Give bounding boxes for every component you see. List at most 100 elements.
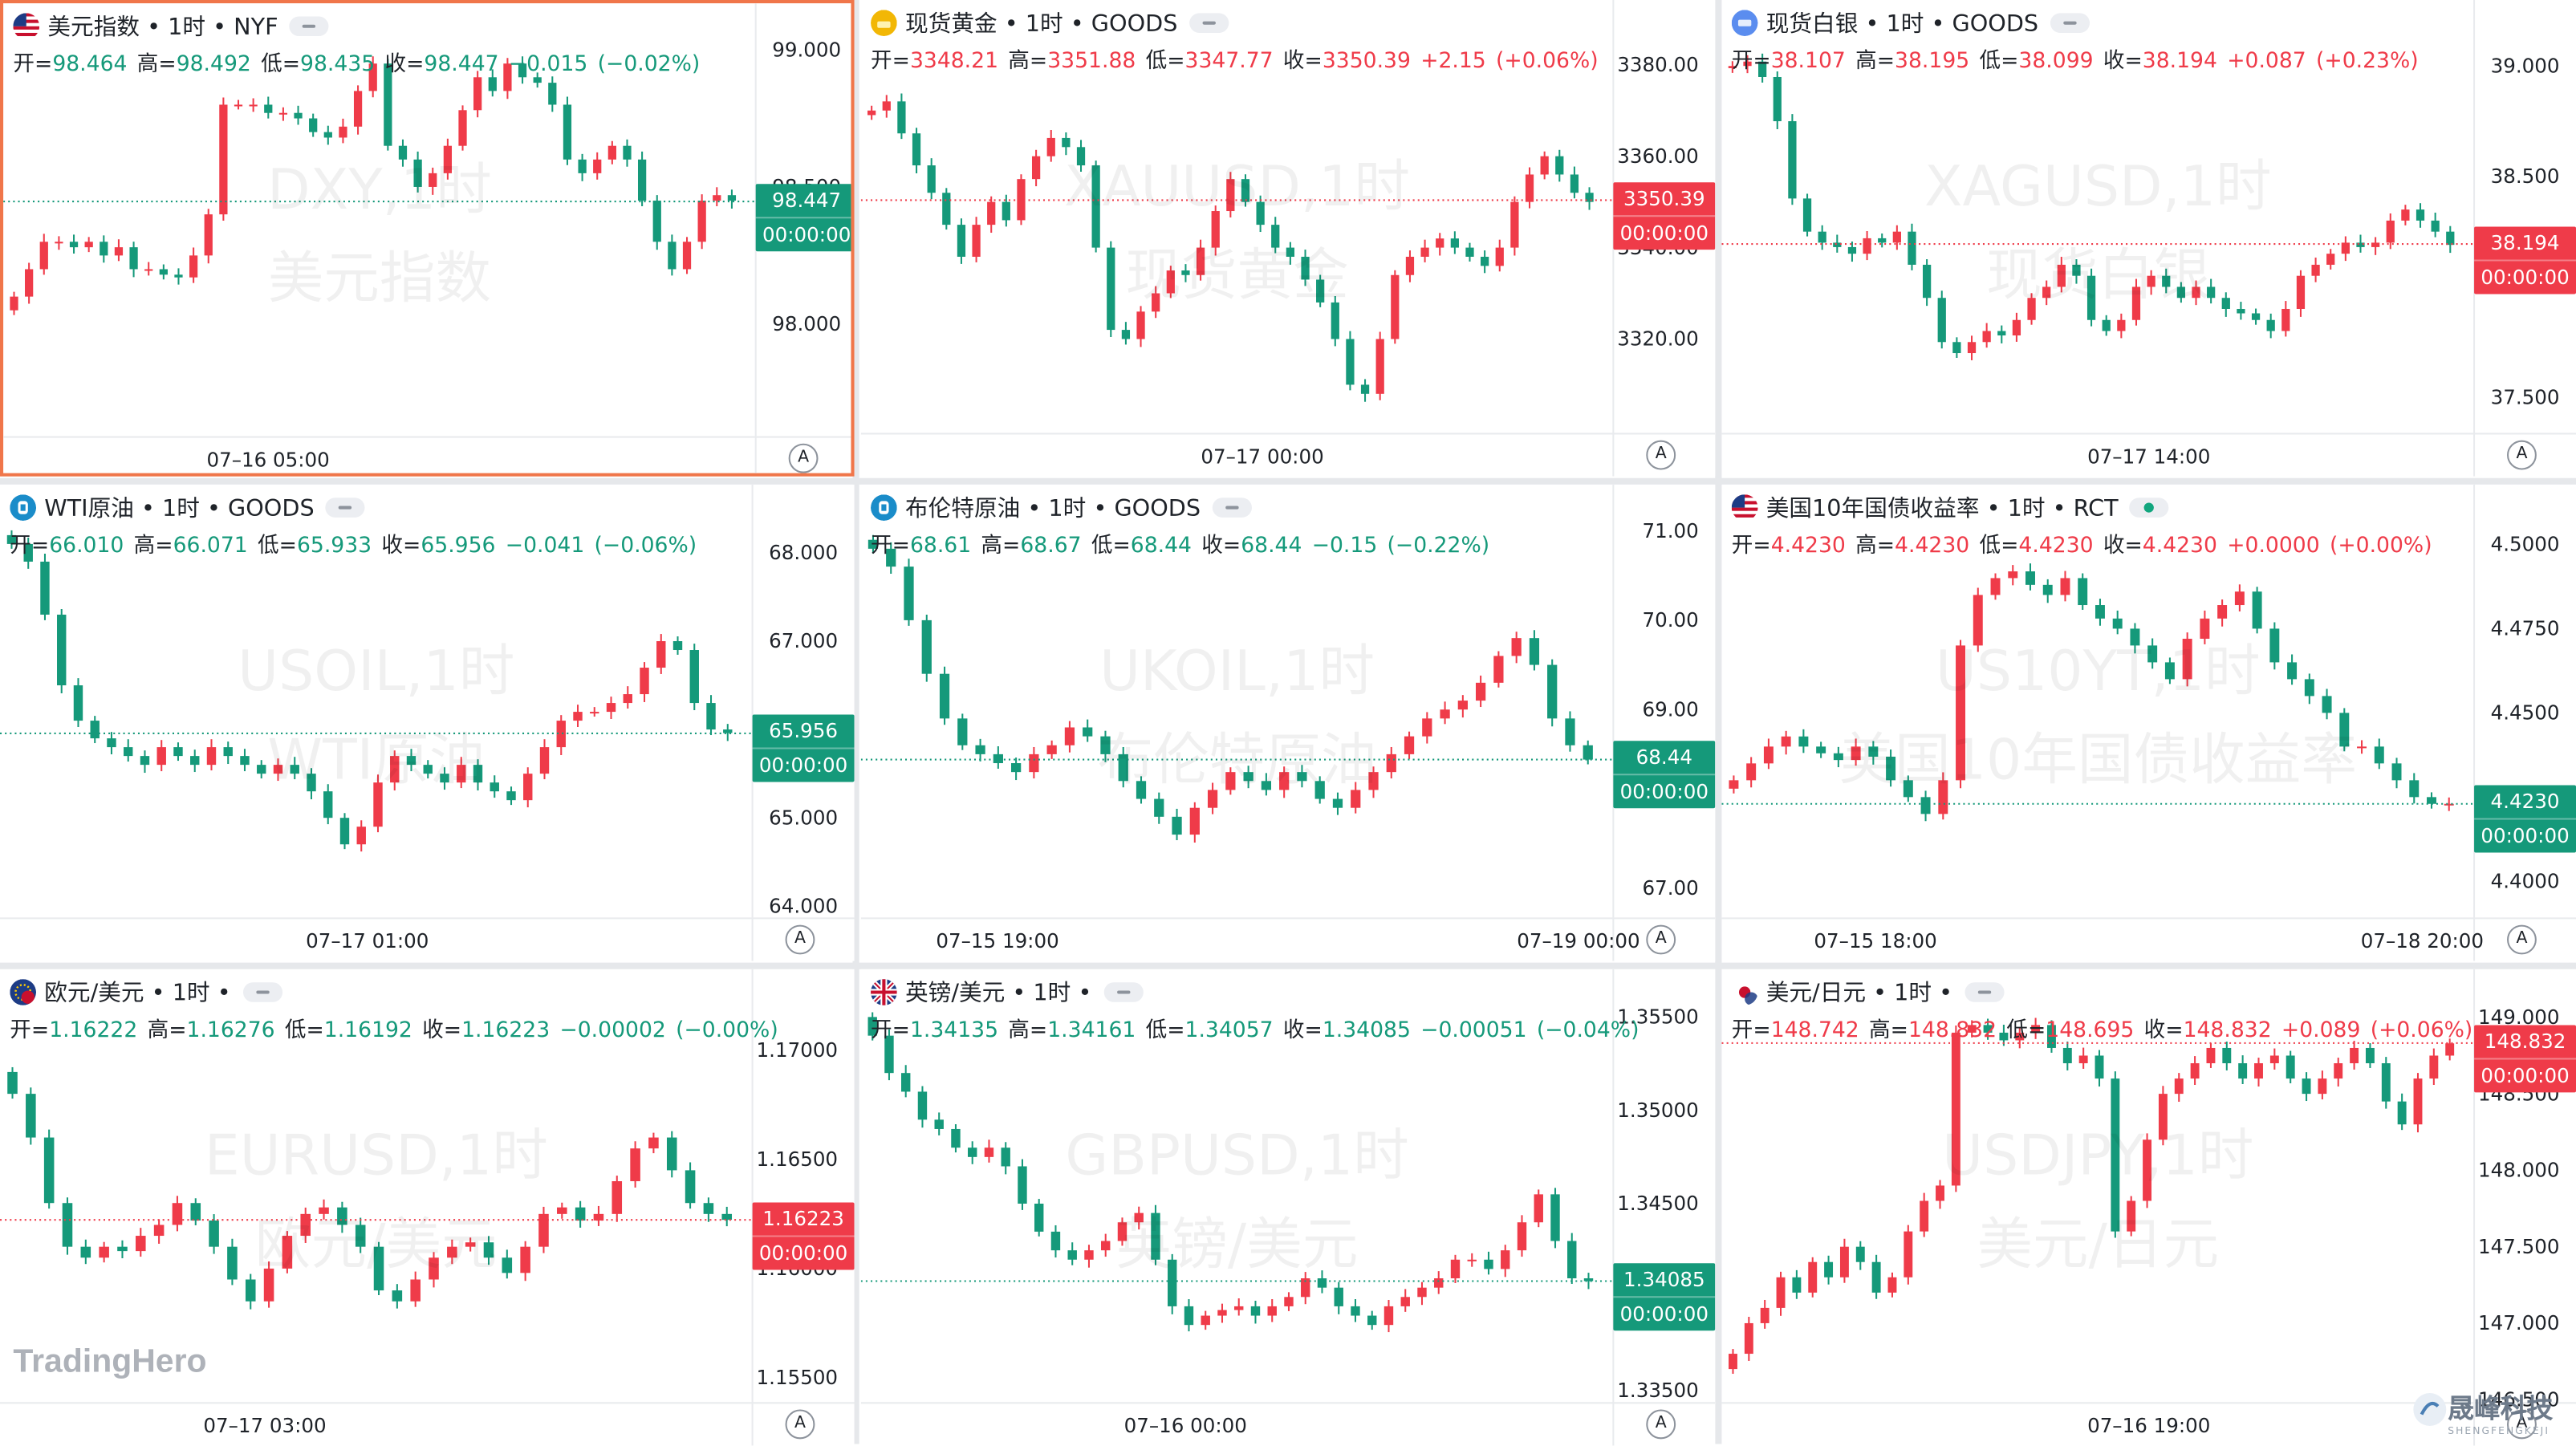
candle <box>548 76 557 112</box>
candle <box>172 1196 183 1232</box>
bar-countdown: 00:00:00 <box>2474 1058 2576 1092</box>
candle <box>1550 1188 1560 1249</box>
candle <box>1434 1271 1444 1294</box>
symbol-header[interactable]: 欧元/美元 • 1时 • <box>10 974 282 1010</box>
candle <box>1211 205 1220 256</box>
auto-scale-button[interactable]: A <box>1646 1409 1676 1440</box>
auto-scale-button[interactable]: A <box>2507 924 2537 955</box>
candle <box>1351 1299 1360 1322</box>
chart-panel[interactable]: 1.355001.350001.345001.340001.3350007–16… <box>860 969 1716 1446</box>
candle <box>57 609 67 693</box>
open-label: 开= <box>1731 49 1771 75</box>
market-closed-icon[interactable] <box>1188 13 1229 33</box>
market-open-icon[interactable] <box>2130 498 2170 518</box>
market-closed-icon[interactable] <box>289 16 330 37</box>
market-closed-icon[interactable] <box>2050 13 2090 33</box>
candle <box>882 95 891 118</box>
candle <box>640 662 649 702</box>
last-price-value: 148.832 <box>2484 1030 2566 1054</box>
y-tick-label: 1.33500 <box>1617 1379 1699 1402</box>
candle <box>1886 749 1896 787</box>
candle <box>1166 266 1175 299</box>
market-closed-icon[interactable] <box>242 982 282 1002</box>
candle <box>2143 1133 2152 1208</box>
candle <box>1207 782 1218 814</box>
change-percent: (−0.02%) <box>597 52 701 78</box>
candle <box>2427 792 2436 809</box>
symbol-header[interactable]: 现货黄金 • 1时 • GOODS <box>871 5 1229 41</box>
auto-scale-button[interactable]: A <box>2507 1409 2537 1440</box>
candle <box>867 105 876 120</box>
auto-scale-button[interactable]: A <box>2507 440 2537 470</box>
change-percent: (+0.00%) <box>2329 534 2432 559</box>
candle <box>2237 302 2245 320</box>
auto-scale-button[interactable]: A <box>785 924 815 955</box>
candle <box>390 750 400 791</box>
candle <box>1346 331 1355 391</box>
market-closed-icon[interactable] <box>1212 498 1252 518</box>
candle <box>1833 746 1843 768</box>
y-tick-label: 1.35000 <box>1617 1099 1699 1122</box>
candle <box>440 767 449 790</box>
candle <box>1440 701 1450 725</box>
candle <box>611 1176 623 1222</box>
last-price-value: 3350.39 <box>1623 187 1705 210</box>
y-tick-label: 149.000 <box>2478 1005 2560 1029</box>
market-closed-icon[interactable] <box>1103 982 1143 1002</box>
us-flag-icon <box>13 13 40 40</box>
candle <box>2281 301 2290 337</box>
candle <box>1937 290 1946 349</box>
symbol-header[interactable]: 现货白银 • 1时 • GOODS <box>1731 5 2090 41</box>
candle <box>307 768 316 800</box>
candle <box>2147 270 2155 295</box>
market-closed-icon[interactable] <box>325 498 366 518</box>
symbol-header[interactable]: 英镑/美元 • 1时 • <box>871 974 1143 1010</box>
last-price-badge: 98.447 00:00:00 <box>755 183 851 251</box>
auto-scale-button[interactable]: A <box>1646 924 1676 955</box>
auto-scale-button[interactable]: A <box>785 1409 815 1440</box>
market-closed-icon[interactable] <box>1964 982 2004 1002</box>
candle <box>1375 331 1384 400</box>
high-label: 高= <box>1855 49 1895 75</box>
y-tick-label: 3320.00 <box>1617 327 1699 351</box>
symbol-header[interactable]: 美国10年国债收益率 • 1时 • RCT <box>1731 489 2170 526</box>
symbol-header[interactable]: 布伦特原油 • 1时 • GOODS <box>871 489 1252 526</box>
candle <box>1567 1233 1577 1284</box>
symbol-title: 现货白银 • 1时 • GOODS <box>1765 11 2039 39</box>
symbol-header[interactable]: WTI原油 • 1时 • GOODS <box>10 489 366 526</box>
candle <box>2078 573 2088 610</box>
chart-panel[interactable]: 149.000 148.500 148.000 147.500 147.000 146.5… <box>1721 969 2576 1446</box>
candlestick-chart[interactable]: 149.000148.500148.000147.500147.000146.5… <box>1721 969 2576 1446</box>
symbol-header[interactable]: 美元指数 • 1时 • NYF <box>13 8 330 44</box>
candle <box>2251 308 2261 325</box>
candle <box>1990 573 2001 600</box>
candle <box>520 1241 530 1281</box>
low-value: 65.933 <box>296 534 372 559</box>
oil-flag-icon <box>871 494 897 521</box>
candle <box>278 107 288 121</box>
candle <box>637 151 647 206</box>
x-tick-label: 07–15 18:00 <box>1814 929 1936 952</box>
symbol-header[interactable]: 美元/日元 • 1时 • <box>1731 974 2004 1010</box>
candle <box>934 1112 944 1135</box>
candle <box>706 695 716 736</box>
candle <box>972 217 981 262</box>
x-tick-label: 07–15 19:00 <box>936 929 1058 952</box>
candle <box>23 537 33 569</box>
candle <box>124 739 133 762</box>
auto-scale-button[interactable]: A <box>1646 440 1676 470</box>
auto-scale-button[interactable]: A <box>788 443 819 473</box>
change-percent: (+0.23%) <box>2316 49 2419 75</box>
